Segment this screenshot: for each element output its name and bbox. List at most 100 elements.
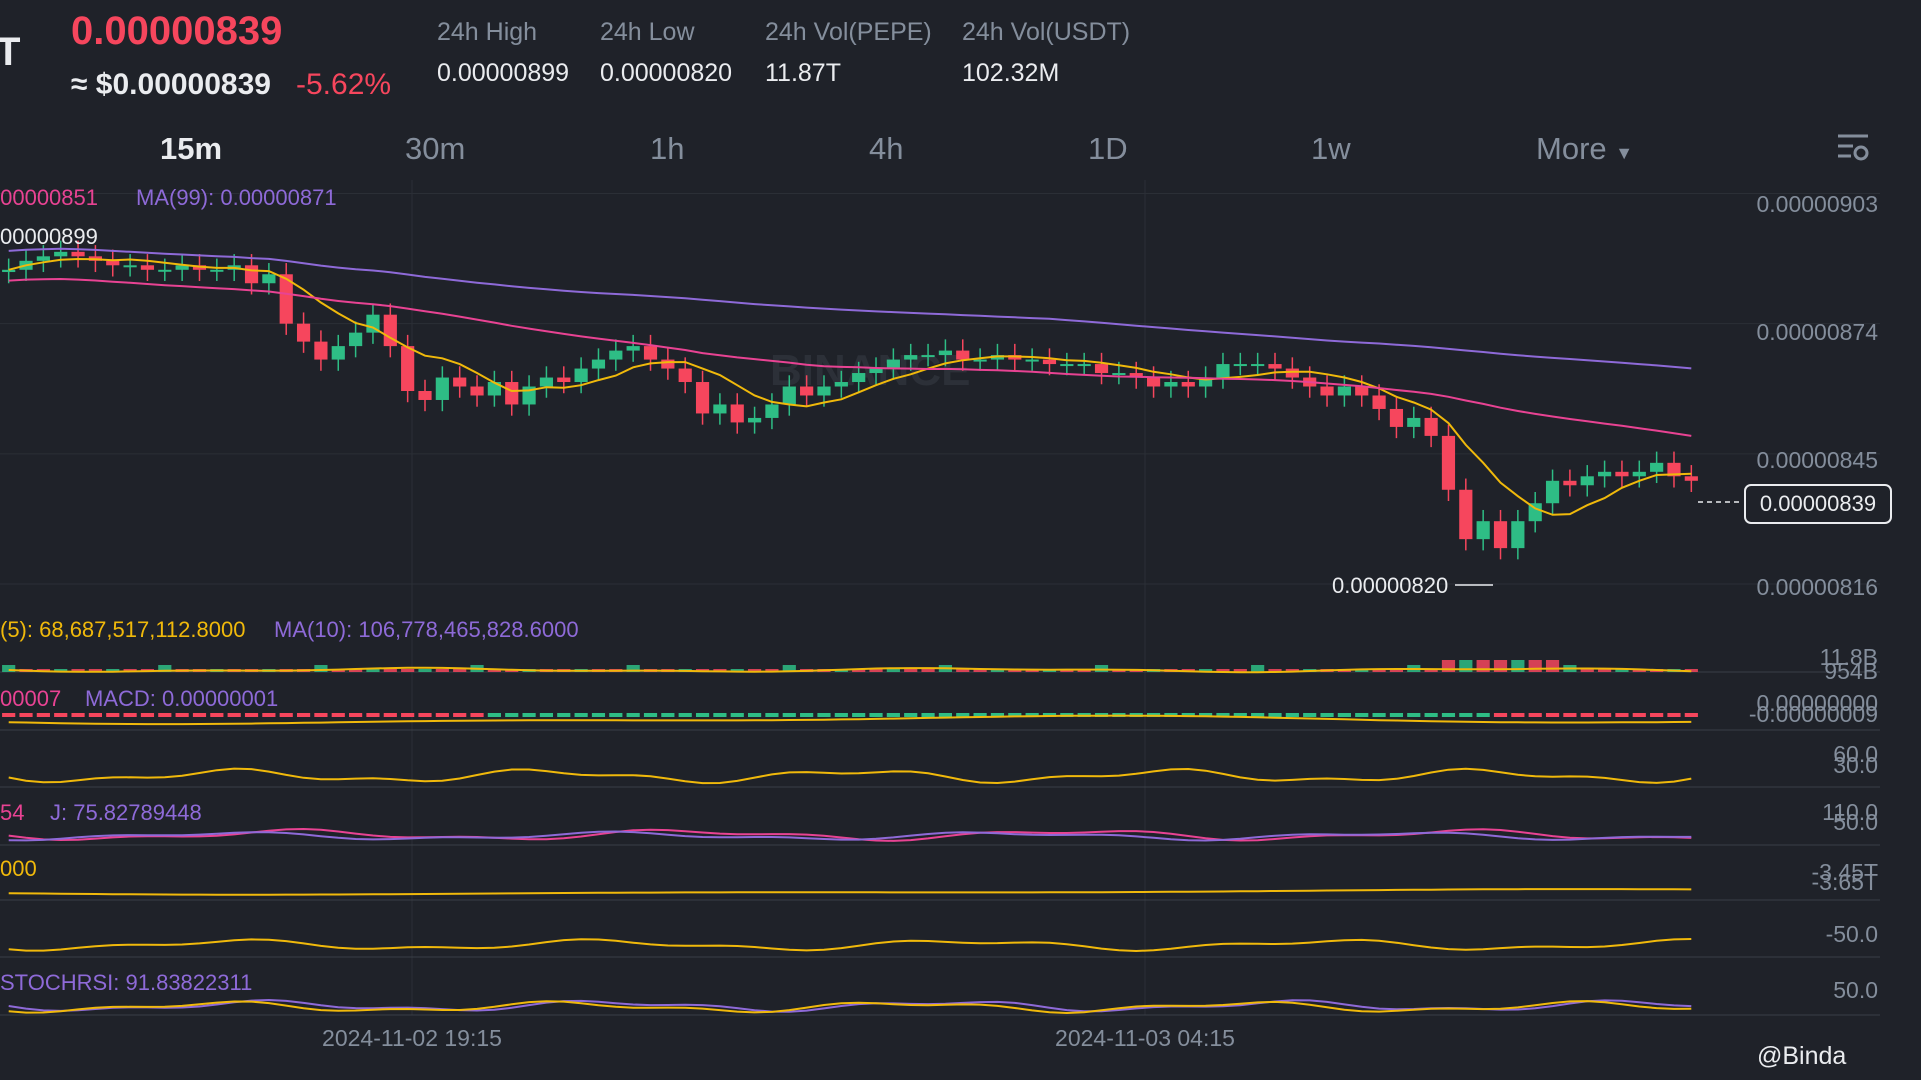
macd-histogram-bar bbox=[956, 713, 970, 717]
candle-body bbox=[626, 346, 640, 351]
candle-body bbox=[765, 404, 779, 418]
macd-histogram-bar bbox=[366, 713, 380, 717]
candle-body bbox=[1146, 377, 1161, 387]
macd-signal-line bbox=[8, 714, 1692, 726]
macd-histogram-bar bbox=[609, 713, 623, 717]
macd-histogram-bar bbox=[331, 713, 345, 717]
price-axis-label: 0.00000816 bbox=[1756, 574, 1878, 600]
wr-axis-label: -50.0 bbox=[1826, 921, 1878, 947]
stochrsi-axis-label: 50.0 bbox=[1833, 977, 1878, 1003]
tab-30m[interactable]: 30m bbox=[405, 131, 466, 166]
macd-histogram-bar bbox=[1407, 713, 1421, 717]
candle-body bbox=[453, 377, 467, 387]
candle-body bbox=[1042, 359, 1057, 365]
macd-histogram-bar bbox=[1563, 713, 1577, 717]
macd-histogram-bar bbox=[990, 713, 1005, 717]
macd-histogram-bar bbox=[1285, 713, 1299, 717]
macd-histogram-bar bbox=[817, 713, 831, 717]
vol-ma5-legend: (5): 68,687,517,112.8000 bbox=[0, 617, 245, 642]
candle-body bbox=[435, 377, 449, 400]
candle-body bbox=[730, 404, 744, 423]
macd-histogram-bar bbox=[1389, 713, 1404, 717]
macd-histogram-bar bbox=[123, 713, 137, 717]
more-dropdown[interactable]: More ▼ bbox=[1536, 131, 1633, 167]
ma7-line bbox=[8, 257, 1692, 516]
macd-histogram-bar bbox=[1545, 713, 1560, 717]
candle-body bbox=[123, 265, 137, 268]
candle-body bbox=[1441, 435, 1456, 490]
macd-histogram-bar bbox=[227, 713, 241, 717]
candle-body bbox=[661, 359, 675, 369]
volume-bar bbox=[1511, 660, 1525, 672]
tab-15m[interactable]: 15m bbox=[160, 131, 223, 166]
macd-histogram-bar bbox=[453, 713, 467, 717]
candle-body bbox=[1094, 364, 1109, 374]
macd-axis-label: -0.00000009 bbox=[1749, 701, 1878, 727]
candle-body bbox=[557, 377, 571, 383]
candle-body bbox=[1511, 521, 1525, 549]
vol-ma10-legend: MA(10): 106,778,465,828.6000 bbox=[274, 617, 579, 642]
more-label: More bbox=[1536, 131, 1607, 166]
macd-histogram-bar bbox=[1441, 713, 1456, 717]
macd-histogram-bar bbox=[713, 713, 727, 717]
kdj-left-legend: 54 bbox=[0, 800, 24, 825]
candle-body bbox=[1216, 364, 1230, 378]
candle-body bbox=[1493, 521, 1508, 549]
macd-histogram-bar bbox=[1233, 713, 1247, 717]
macd-histogram-bar bbox=[1181, 713, 1195, 717]
macd-histogram-bar bbox=[140, 713, 155, 717]
volume-bar bbox=[401, 669, 415, 672]
time-axis-label: 2024-11-02 19:15 bbox=[322, 1025, 502, 1051]
candle-body bbox=[1181, 382, 1195, 387]
ma99-line bbox=[8, 247, 1692, 370]
candle-body bbox=[1407, 417, 1421, 427]
macd-histogram-bar bbox=[401, 713, 415, 717]
volume-bar bbox=[730, 669, 744, 672]
candle-body bbox=[973, 359, 987, 362]
macd-histogram-bar bbox=[1650, 713, 1664, 717]
candles-group bbox=[2, 240, 1698, 560]
volume-bar bbox=[1545, 660, 1560, 672]
tab-1d[interactable]: 1D bbox=[1088, 131, 1128, 166]
rsi-line bbox=[8, 767, 1692, 785]
macd-histogram-bar bbox=[505, 713, 519, 717]
stat-high-value: 0.00000899 bbox=[437, 59, 570, 87]
candle-body bbox=[54, 251, 68, 257]
volume-bar bbox=[1389, 669, 1404, 672]
stat-vol-quote-value: 102.32M bbox=[962, 59, 1060, 87]
volume-bar bbox=[1008, 669, 1022, 672]
macd-histogram-bar bbox=[262, 713, 276, 717]
candle-body bbox=[609, 350, 623, 360]
candle-body bbox=[817, 386, 831, 396]
candle-body bbox=[418, 391, 432, 400]
macd-histogram-bar bbox=[2, 713, 16, 717]
tab-4h[interactable]: 4h bbox=[869, 131, 904, 166]
macd-histogram-bar bbox=[1528, 713, 1542, 717]
macd-histogram-bar bbox=[244, 713, 259, 717]
candle-body bbox=[904, 355, 918, 360]
candle-body bbox=[938, 350, 952, 356]
candle-body bbox=[470, 386, 484, 396]
stat-high-label: 24h High bbox=[437, 18, 538, 46]
volume-bar bbox=[1233, 669, 1247, 672]
candle-body bbox=[1199, 377, 1213, 387]
macd-histogram-bar bbox=[1042, 713, 1057, 717]
volume-bar bbox=[435, 669, 449, 672]
candle-body bbox=[1164, 382, 1178, 387]
tab-1h[interactable]: 1h bbox=[650, 131, 685, 166]
candle-body bbox=[1563, 480, 1577, 486]
macd-histogram-bar bbox=[36, 713, 50, 717]
candle-body bbox=[1650, 462, 1664, 472]
macd-histogram-bar bbox=[904, 713, 918, 717]
stochrsi-legend: STOCHRSI: 91.83822311 bbox=[0, 970, 252, 995]
macd-histogram-bar bbox=[730, 713, 744, 717]
candle-body bbox=[1545, 480, 1560, 504]
volume-bar bbox=[1528, 660, 1542, 672]
macd-histogram-bar bbox=[435, 713, 449, 717]
macd-histogram-bar bbox=[54, 713, 68, 717]
chart-settings-icon[interactable] bbox=[1835, 130, 1871, 166]
macd-histogram-bar bbox=[1199, 713, 1213, 717]
tab-1w[interactable]: 1w bbox=[1311, 131, 1351, 166]
macd-left-legend: 00007 bbox=[0, 686, 61, 711]
